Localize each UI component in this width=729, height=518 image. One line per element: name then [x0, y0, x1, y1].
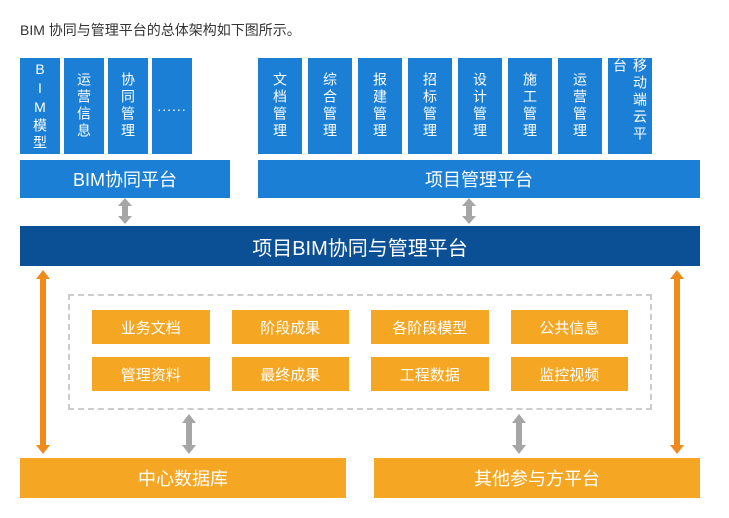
left-group: BIM模型 运营信息 协同管理 ...... BIM协同平台 — [20, 58, 230, 198]
chip: 监控视频 — [511, 357, 629, 391]
vtab: 施工管理 — [508, 58, 552, 154]
double-arrow-icon — [460, 198, 478, 224]
double-arrow-icon — [34, 270, 52, 454]
double-arrow-icon — [180, 414, 198, 454]
right-group: 文档管理 综合管理 报建管理 招标管理 设计管理 施工管理 运营管理 移动端云平… — [258, 58, 700, 198]
chip: 公共信息 — [511, 310, 629, 344]
vtab: 设计管理 — [458, 58, 502, 154]
bottom-row: 中心数据库 其他参与方平台 — [20, 458, 700, 498]
vtab: 运营管理 — [558, 58, 602, 154]
left-platform-bar: BIM协同平台 — [20, 160, 230, 198]
double-arrow-icon — [668, 270, 686, 454]
chip: 业务文档 — [92, 310, 210, 344]
chip: 各阶段模型 — [371, 310, 489, 344]
bottom-right-bar: 其他参与方平台 — [374, 458, 700, 498]
center-bar: 项目BIM协同与管理平台 — [20, 226, 700, 266]
right-platform-bar: 项目管理平台 — [258, 160, 700, 198]
chip: 阶段成果 — [232, 310, 350, 344]
vtab: 综合管理 — [308, 58, 352, 154]
dashed-box: 业务文档 阶段成果 各阶段模型 公共信息 管理资料 最终成果 工程数据 监控视频 — [68, 294, 652, 410]
double-arrow-icon — [510, 414, 528, 454]
left-vtabs: BIM模型 运营信息 协同管理 ...... — [20, 58, 230, 154]
vtab: 文档管理 — [258, 58, 302, 154]
bottom-left-bar: 中心数据库 — [20, 458, 346, 498]
chip: 最终成果 — [232, 357, 350, 391]
chip: 管理资料 — [92, 357, 210, 391]
right-vtabs: 文档管理 综合管理 报建管理 招标管理 设计管理 施工管理 运营管理 移动端云平… — [258, 58, 700, 154]
vtab: 报建管理 — [358, 58, 402, 154]
chip: 工程数据 — [371, 357, 489, 391]
caption-text: BIM 协同与管理平台的总体架构如下图所示。 — [20, 20, 709, 40]
vtab: BIM模型 — [20, 58, 60, 154]
vtab: 运营信息 — [64, 58, 104, 154]
top-row: BIM模型 运营信息 协同管理 ...... BIM协同平台 文档管理 综合管理… — [20, 58, 700, 198]
vtab-ellipsis: ...... — [152, 58, 192, 154]
architecture-diagram: BIM模型 运营信息 协同管理 ...... BIM协同平台 文档管理 综合管理… — [20, 58, 700, 498]
vtab: 协同管理 — [108, 58, 148, 154]
vtab: 移动端云平台 — [608, 58, 652, 154]
vtab: 招标管理 — [408, 58, 452, 154]
double-arrow-icon — [116, 198, 134, 224]
